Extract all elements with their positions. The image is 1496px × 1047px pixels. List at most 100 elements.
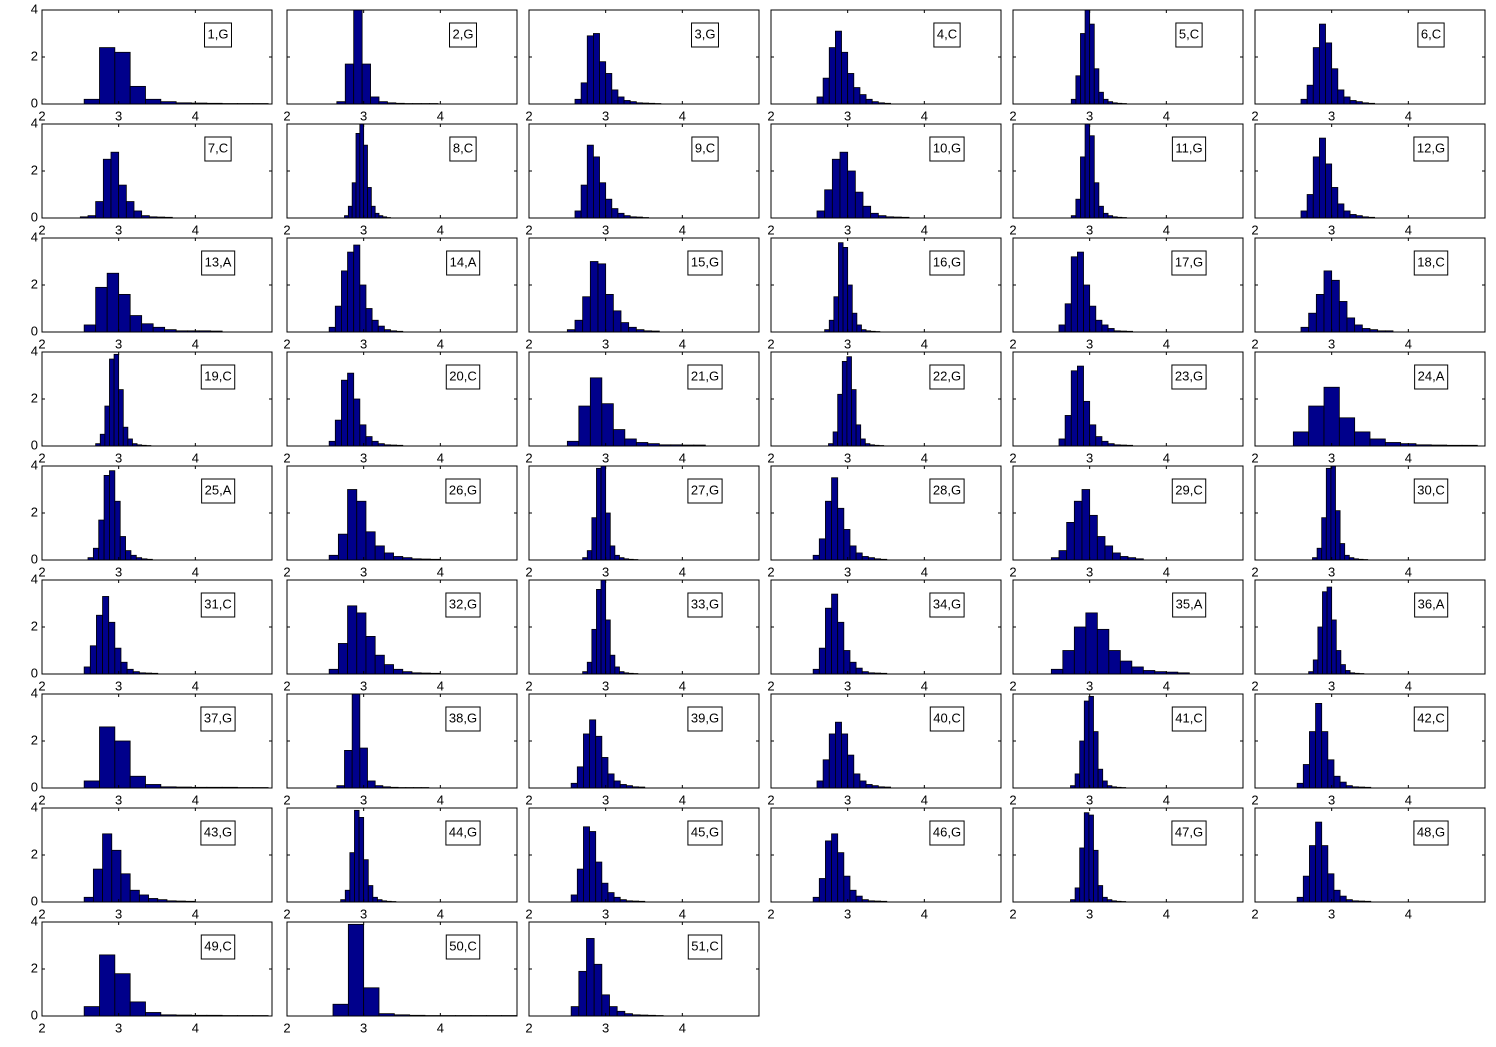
x-tick-label: 3 xyxy=(602,222,609,237)
bar xyxy=(831,593,839,674)
bars xyxy=(824,242,881,332)
histogram-panel: 2 3 4 29,C xyxy=(1009,465,1244,579)
bar xyxy=(835,30,842,104)
x-tick-label: 3 xyxy=(360,222,367,237)
bars xyxy=(566,261,660,332)
bar xyxy=(847,170,856,218)
x-tick-label: 4 xyxy=(1163,792,1170,807)
x-tick-label: 2 xyxy=(283,564,290,579)
x-tick-label: 2 xyxy=(1009,564,1016,579)
bar xyxy=(816,96,824,104)
bars xyxy=(328,244,404,332)
bar xyxy=(828,319,835,332)
x-tick-label: 4 xyxy=(437,1020,444,1035)
bar xyxy=(114,973,131,1016)
bar xyxy=(1074,773,1081,788)
x-tick-label: 2 xyxy=(38,564,45,579)
bar xyxy=(1064,303,1072,332)
bar xyxy=(1321,731,1329,788)
bar xyxy=(347,372,355,446)
bar xyxy=(1177,672,1190,674)
x-tick-label: 3 xyxy=(360,1020,367,1035)
x-tick-label: 3 xyxy=(1328,678,1335,693)
bar xyxy=(1101,440,1109,446)
x-tick-label: 2 xyxy=(283,792,290,807)
bar xyxy=(367,187,372,218)
x-tick-label: 4 xyxy=(1163,222,1170,237)
x-tick-label: 4 xyxy=(192,336,199,351)
bar xyxy=(1335,650,1342,674)
bar xyxy=(1302,875,1310,902)
panel-label-box xyxy=(445,478,481,504)
bar xyxy=(1346,317,1356,332)
bar xyxy=(855,424,862,446)
x-tick-label: 2 xyxy=(283,222,290,237)
y-tick-label: 0 xyxy=(31,95,38,110)
bar xyxy=(355,132,361,218)
panel-label-box xyxy=(929,706,965,732)
bar xyxy=(83,1006,100,1016)
x-tick-label: 2 xyxy=(1251,792,1258,807)
x-tick-label: 2 xyxy=(1251,450,1258,465)
bar xyxy=(129,85,146,104)
bar xyxy=(1309,845,1316,902)
bar xyxy=(1101,324,1109,332)
panel-label: 27,G xyxy=(691,482,719,497)
x-tick-label: 4 xyxy=(1163,564,1170,579)
bar xyxy=(92,868,103,902)
y-tick-label: 0 xyxy=(31,893,38,908)
bar xyxy=(133,210,143,218)
x-tick-label: 4 xyxy=(1405,336,1412,351)
panel-label-box xyxy=(691,136,719,162)
bar xyxy=(1306,194,1314,218)
bars xyxy=(83,833,195,902)
plot-frame xyxy=(770,579,1002,675)
x-tick-label: 4 xyxy=(1163,336,1170,351)
x-tick-label: 4 xyxy=(192,108,199,123)
x-tick-label: 2 xyxy=(38,108,45,123)
x-tick-label: 3 xyxy=(115,564,122,579)
y-tick-label: 4 xyxy=(31,229,38,244)
bars xyxy=(1312,466,1369,560)
x-tick-label: 3 xyxy=(1086,906,1093,921)
bar xyxy=(1309,731,1316,788)
bar xyxy=(1088,814,1094,902)
bar xyxy=(1089,305,1097,332)
x-tick-label: 2 xyxy=(1009,336,1016,351)
bar xyxy=(599,61,607,104)
x-tick-label: 2 xyxy=(283,336,290,351)
bar xyxy=(1321,845,1329,902)
x-tick-label: 2 xyxy=(1009,678,1016,693)
bar xyxy=(614,554,620,560)
x-tick-label: 2 xyxy=(525,450,532,465)
bar xyxy=(114,51,131,104)
histogram-panel: 2 3 4 41,C xyxy=(1009,693,1244,807)
plot-frame xyxy=(528,807,760,903)
bar xyxy=(130,554,137,560)
bar xyxy=(363,144,368,218)
bar xyxy=(1312,47,1320,104)
bar xyxy=(371,440,379,446)
x-tick-label: 4 xyxy=(1405,792,1412,807)
bar xyxy=(1343,210,1351,218)
bar xyxy=(812,896,820,902)
bar xyxy=(1335,510,1341,560)
x-tick-label: 2 xyxy=(1009,906,1016,921)
bar xyxy=(328,326,336,332)
bar xyxy=(605,512,611,560)
bar xyxy=(145,1012,162,1016)
y-tick-label: 0 xyxy=(31,323,38,338)
y-tick-label: 0 xyxy=(31,437,38,452)
plot-frame xyxy=(770,9,1002,105)
bar xyxy=(591,517,597,560)
bar xyxy=(1066,522,1075,560)
histogram-panel: 2 3 4 48,G xyxy=(1251,807,1486,921)
bar xyxy=(377,325,385,332)
bar xyxy=(1096,536,1106,560)
bar xyxy=(1093,849,1099,902)
bar xyxy=(125,201,135,218)
x-tick-label: 3 xyxy=(360,906,367,921)
bar xyxy=(599,182,607,218)
